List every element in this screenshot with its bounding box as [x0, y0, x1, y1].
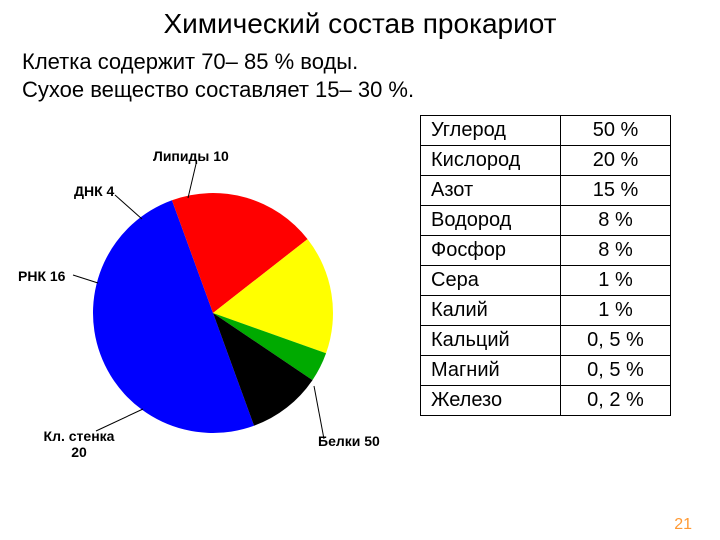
element-value: 15 %: [561, 176, 671, 206]
element-value: 0, 5 %: [561, 326, 671, 356]
element-name: Кислород: [421, 146, 561, 176]
element-name: Калий: [421, 296, 561, 326]
element-value: 0, 5 %: [561, 356, 671, 386]
content-area: Белки 50 Кл. стенка20 РНК 16 ДНК 4 Липиды 10…: [0, 103, 720, 523]
pie-chart: Белки 50 Кл. стенка20 РНК 16 ДНК 4 Липиды 10: [18, 123, 398, 503]
pie-label: Кл. стенка20: [36, 428, 122, 460]
elements-table: Углерод50 %Кислород20 %Азот15 %Водород8 …: [420, 115, 671, 416]
subtitle-line-1: Клетка содержит 70– 85 % воды.: [22, 49, 358, 74]
element-name: Кальций: [421, 326, 561, 356]
element-value: 0, 2 %: [561, 386, 671, 416]
leader-line: [314, 386, 324, 439]
leader-line: [188, 164, 196, 198]
pie-label: РНК 16: [18, 268, 65, 284]
element-value: 1 %: [561, 296, 671, 326]
table-row: Водород8 %: [421, 206, 671, 236]
element-name: Фосфор: [421, 236, 561, 266]
page-title: Химический состав прокариот: [0, 0, 720, 40]
element-value: 20 %: [561, 146, 671, 176]
table-row: Калий1 %: [421, 296, 671, 326]
element-name: Магний: [421, 356, 561, 386]
leader-line: [73, 275, 98, 283]
page-number: 21: [674, 516, 692, 534]
pie-label: ДНК 4: [74, 183, 114, 199]
element-value: 8 %: [561, 236, 671, 266]
pie-label: Липиды 10: [153, 148, 229, 164]
table-row: Магний0, 5 %: [421, 356, 671, 386]
table-row: Железо0, 2 %: [421, 386, 671, 416]
page-subtitle: Клетка содержит 70– 85 % воды. Сухое вещ…: [0, 40, 720, 103]
element-value: 8 %: [561, 206, 671, 236]
table-row: Фосфор8 %: [421, 236, 671, 266]
element-value: 1 %: [561, 266, 671, 296]
element-name: Углерод: [421, 116, 561, 146]
table-row: Углерод50 %: [421, 116, 671, 146]
pie-label: Белки 50: [318, 433, 380, 449]
element-name: Азот: [421, 176, 561, 206]
element-name: Сера: [421, 266, 561, 296]
table-row: Азот15 %: [421, 176, 671, 206]
table-row: Сера1 %: [421, 266, 671, 296]
element-value: 50 %: [561, 116, 671, 146]
element-name: Водород: [421, 206, 561, 236]
element-name: Железо: [421, 386, 561, 416]
subtitle-line-2: Сухое вещество составляет 15– 30 %.: [22, 77, 414, 102]
table-row: Кальций0, 5 %: [421, 326, 671, 356]
leader-line: [115, 195, 142, 219]
table-row: Кислород20 %: [421, 146, 671, 176]
